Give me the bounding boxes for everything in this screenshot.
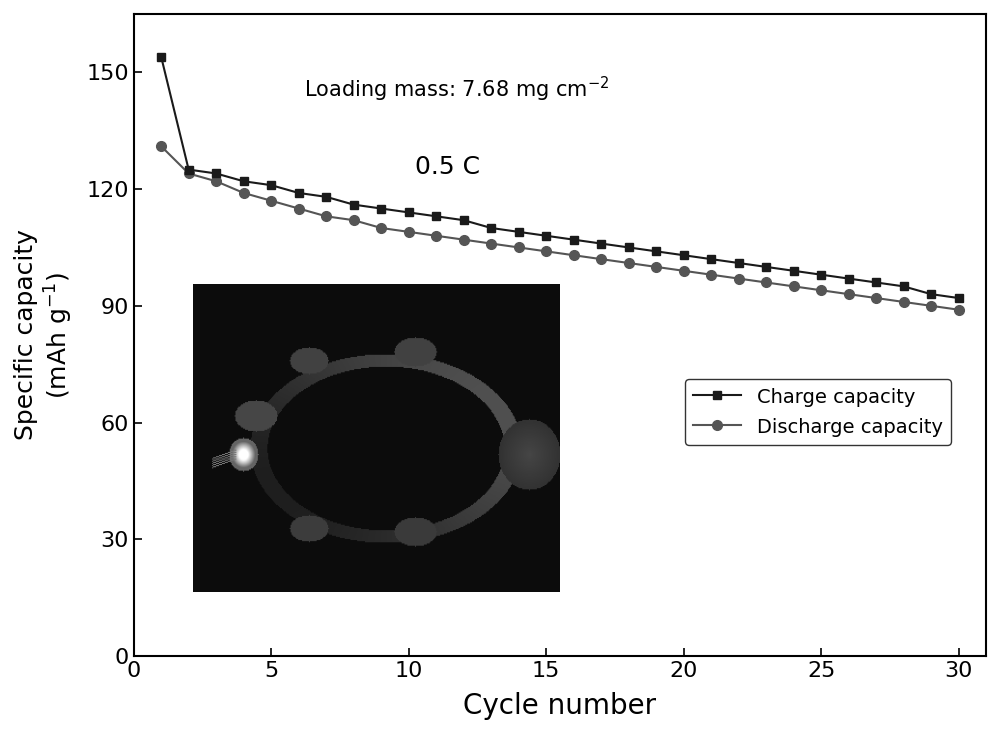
Charge capacity xyxy=(760,263,772,272)
Charge capacity xyxy=(540,231,552,240)
Charge capacity xyxy=(320,192,332,201)
Text: 0.5 C: 0.5 C xyxy=(415,155,480,179)
Charge capacity xyxy=(953,294,965,302)
Discharge capacity xyxy=(623,258,635,267)
Charge capacity xyxy=(375,204,387,213)
Legend: Charge capacity, Discharge capacity: Charge capacity, Discharge capacity xyxy=(685,379,951,446)
Charge capacity xyxy=(403,208,415,217)
Text: Loading mass: 7.68 mg cm$^{-2}$: Loading mass: 7.68 mg cm$^{-2}$ xyxy=(304,75,610,104)
X-axis label: Cycle number: Cycle number xyxy=(463,692,656,720)
Charge capacity xyxy=(815,270,827,279)
Charge capacity xyxy=(650,247,662,255)
Charge capacity xyxy=(155,52,167,61)
Discharge capacity xyxy=(788,282,800,291)
Discharge capacity xyxy=(540,247,552,255)
Charge capacity xyxy=(348,200,360,209)
Discharge capacity xyxy=(815,286,827,294)
Discharge capacity xyxy=(898,297,910,306)
Discharge capacity xyxy=(265,196,277,205)
Discharge capacity xyxy=(485,239,497,248)
Charge capacity xyxy=(595,239,607,248)
Discharge capacity xyxy=(320,212,332,221)
Charge capacity xyxy=(705,255,717,264)
Charge capacity xyxy=(623,243,635,252)
Discharge capacity xyxy=(870,294,882,302)
Charge capacity xyxy=(568,235,580,244)
Charge capacity xyxy=(788,266,800,275)
Discharge capacity xyxy=(705,270,717,279)
Charge capacity xyxy=(733,258,745,267)
Discharge capacity xyxy=(843,290,855,299)
Charge capacity xyxy=(678,251,690,260)
Discharge capacity xyxy=(595,255,607,264)
Discharge capacity xyxy=(925,302,937,310)
Charge capacity xyxy=(293,189,305,197)
Line: Discharge capacity: Discharge capacity xyxy=(156,142,963,315)
Discharge capacity xyxy=(430,231,442,240)
Discharge capacity xyxy=(155,142,167,150)
Discharge capacity xyxy=(760,278,772,287)
Charge capacity xyxy=(458,216,470,225)
Discharge capacity xyxy=(375,224,387,233)
Y-axis label: Specific capacity
(mAh g$^{-1}$): Specific capacity (mAh g$^{-1}$) xyxy=(14,230,75,440)
Charge capacity xyxy=(210,169,222,178)
Charge capacity xyxy=(898,282,910,291)
Charge capacity xyxy=(513,228,525,236)
Charge capacity xyxy=(925,290,937,299)
Discharge capacity xyxy=(348,216,360,225)
Discharge capacity xyxy=(210,177,222,186)
Charge capacity xyxy=(183,165,195,174)
Line: Charge capacity: Charge capacity xyxy=(157,53,963,302)
Charge capacity xyxy=(238,177,250,186)
Discharge capacity xyxy=(953,305,965,314)
Discharge capacity xyxy=(568,251,580,260)
Charge capacity xyxy=(430,212,442,221)
Charge capacity xyxy=(485,224,497,233)
Discharge capacity xyxy=(650,263,662,272)
Discharge capacity xyxy=(238,189,250,197)
Discharge capacity xyxy=(458,235,470,244)
Charge capacity xyxy=(843,275,855,283)
Discharge capacity xyxy=(513,243,525,252)
Discharge capacity xyxy=(733,275,745,283)
Charge capacity xyxy=(870,278,882,287)
Charge capacity xyxy=(265,181,277,189)
Discharge capacity xyxy=(403,228,415,236)
Discharge capacity xyxy=(678,266,690,275)
Discharge capacity xyxy=(183,169,195,178)
Discharge capacity xyxy=(293,204,305,213)
